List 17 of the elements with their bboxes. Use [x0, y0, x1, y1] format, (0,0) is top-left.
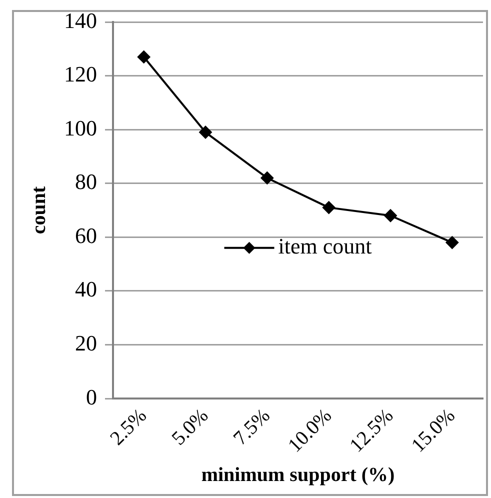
legend-label: item count [278, 234, 372, 259]
y-tick-label: 100 [64, 115, 97, 140]
point [199, 126, 212, 139]
y-tick-label: 140 [64, 8, 97, 33]
point [446, 236, 459, 250]
y-tick-label: 20 [75, 330, 97, 356]
y-tick-label: 80 [75, 169, 97, 194]
point [322, 201, 336, 214]
y-tick-label: 40 [75, 276, 97, 302]
point [137, 50, 150, 64]
point [260, 171, 274, 184]
y-tick-label: 60 [75, 222, 97, 248]
y-tick-label: 120 [64, 62, 97, 87]
y-tick-label: 0 [86, 384, 97, 410]
x-axis-title: minimum support (%) [201, 464, 395, 486]
y-axis-title: count [28, 186, 50, 234]
point [384, 209, 397, 222]
